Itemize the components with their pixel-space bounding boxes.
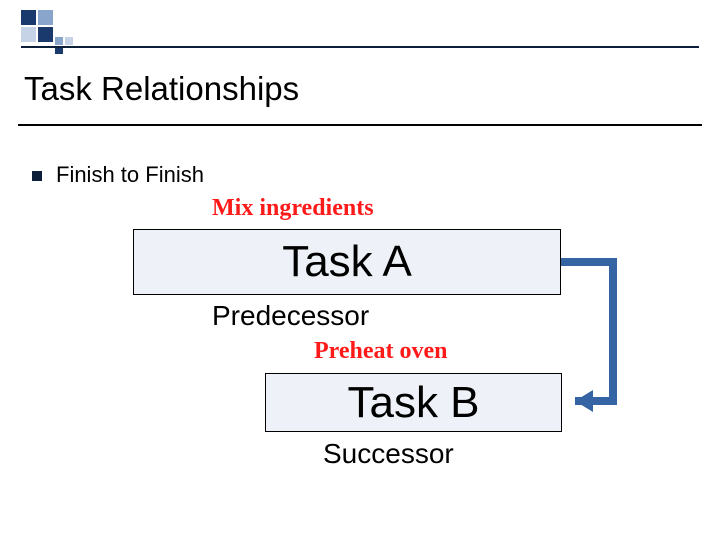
task-b-box-text: Task B — [347, 381, 479, 425]
decor-square — [38, 27, 53, 42]
task-a-role-label: Predecessor — [212, 300, 369, 332]
title-underline — [18, 124, 702, 126]
task-b-example-label: Preheat oven — [314, 338, 448, 365]
task-a-box: Task A — [133, 229, 561, 295]
bullet-square-icon — [32, 171, 42, 181]
decor-square — [38, 10, 53, 25]
decor-square — [65, 37, 73, 45]
decor-square — [21, 10, 36, 25]
task-a-example-label: Mix ingredients — [212, 195, 374, 222]
decor-square — [55, 37, 63, 45]
task-b-role-label: Successor — [323, 438, 454, 470]
bullet-text: Finish to Finish — [56, 162, 204, 188]
task-a-box-text: Task A — [282, 240, 412, 284]
decor-square — [21, 27, 36, 42]
page-title: Task Relationships — [24, 70, 299, 108]
task-b-box: Task B — [265, 373, 562, 432]
decor-line — [21, 46, 699, 48]
slide-decor — [0, 0, 720, 56]
